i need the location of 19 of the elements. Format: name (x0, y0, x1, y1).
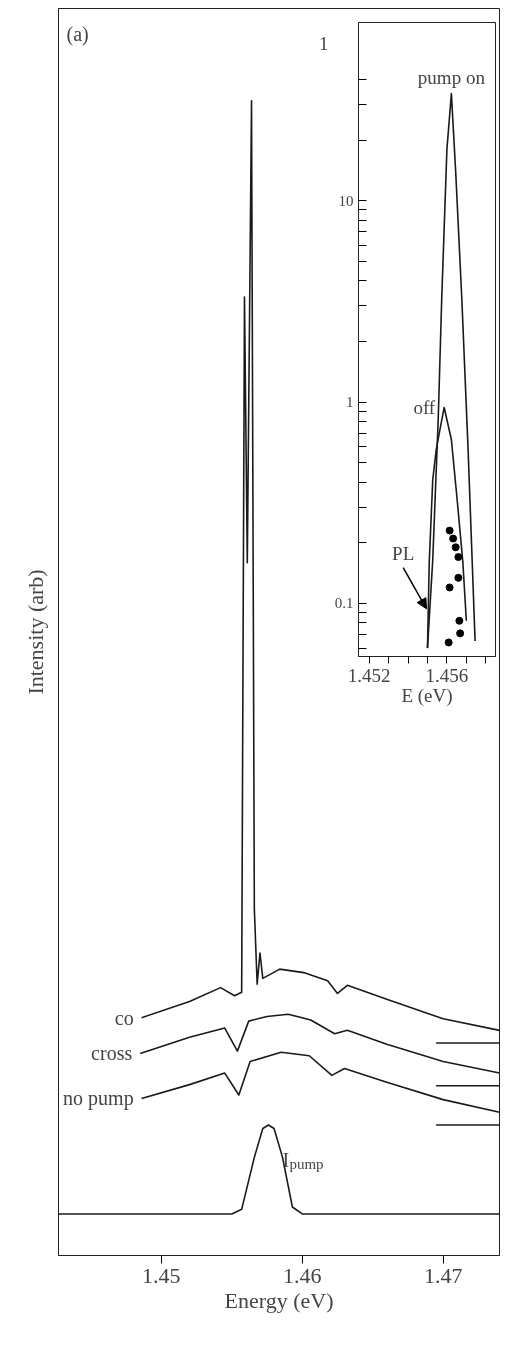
y-axis-title: Intensity (arb) (22, 569, 48, 695)
text: (a) (66, 22, 89, 46)
y-tick-label: 1 (346, 394, 354, 411)
series-label: no pump (63, 1087, 134, 1111)
x-tick-label: 1.45 (142, 1262, 181, 1288)
x-tick-label: 1.46 (283, 1262, 322, 1288)
x-tick-label: 1.47 (423, 1262, 463, 1288)
series-label: co (114, 1006, 134, 1029)
x-axis-title: Energy (eV) (224, 1287, 334, 1313)
x-tick-label: 1.452 (347, 664, 391, 686)
series-label: pump on (417, 66, 486, 88)
y-tick-label: 0.1 (334, 595, 354, 612)
x-axis-title: E (eV) (401, 684, 453, 707)
series-label: off (413, 396, 436, 418)
series-label: cross (91, 1042, 133, 1065)
y-tick-label: 10 (338, 192, 354, 209)
text: 1 (318, 32, 329, 54)
annotation: PL (392, 542, 415, 564)
x-tick-label: 1.456 (425, 664, 469, 686)
